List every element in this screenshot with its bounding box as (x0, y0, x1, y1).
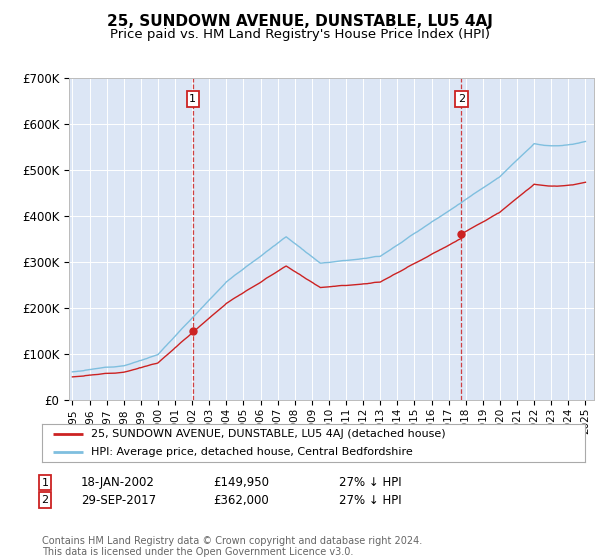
Text: 25, SUNDOWN AVENUE, DUNSTABLE, LU5 4AJ: 25, SUNDOWN AVENUE, DUNSTABLE, LU5 4AJ (107, 14, 493, 29)
Text: £362,000: £362,000 (213, 493, 269, 507)
Text: HPI: Average price, detached house, Central Bedfordshire: HPI: Average price, detached house, Cent… (91, 447, 413, 457)
Text: 18-JAN-2002: 18-JAN-2002 (81, 476, 155, 489)
Text: Contains HM Land Registry data © Crown copyright and database right 2024.
This d: Contains HM Land Registry data © Crown c… (42, 535, 422, 557)
Text: 27% ↓ HPI: 27% ↓ HPI (339, 476, 401, 489)
Text: 27% ↓ HPI: 27% ↓ HPI (339, 493, 401, 507)
Text: 1: 1 (41, 478, 49, 488)
Text: Price paid vs. HM Land Registry's House Price Index (HPI): Price paid vs. HM Land Registry's House … (110, 28, 490, 41)
Text: 25, SUNDOWN AVENUE, DUNSTABLE, LU5 4AJ (detached house): 25, SUNDOWN AVENUE, DUNSTABLE, LU5 4AJ (… (91, 429, 445, 439)
Text: 2: 2 (458, 94, 465, 104)
Text: 1: 1 (190, 94, 196, 104)
Text: 29-SEP-2017: 29-SEP-2017 (81, 493, 156, 507)
Text: £149,950: £149,950 (213, 476, 269, 489)
Text: 2: 2 (41, 495, 49, 505)
